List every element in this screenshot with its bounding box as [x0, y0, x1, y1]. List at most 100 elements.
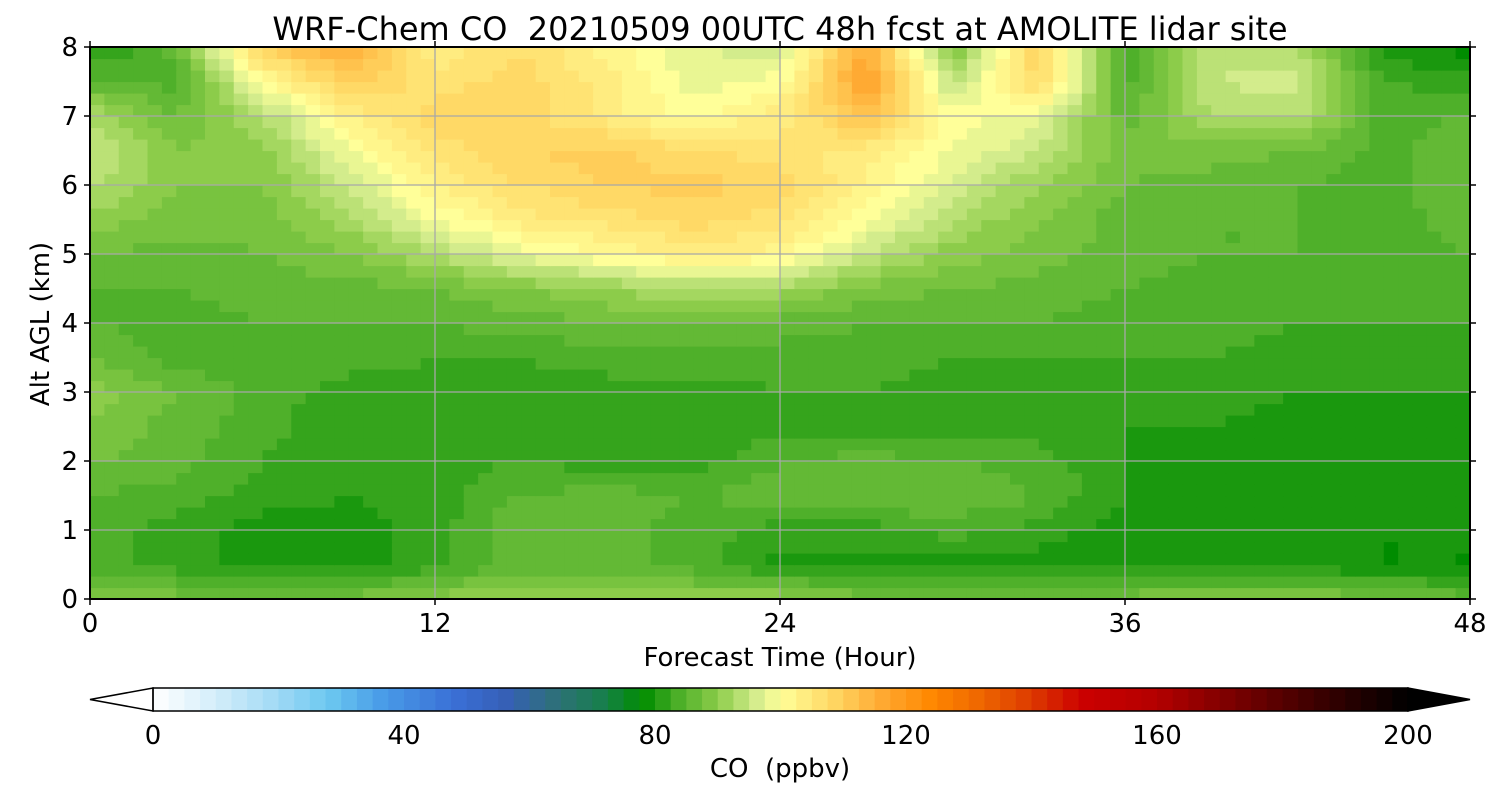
- heatmap-cell: [205, 139, 220, 152]
- heatmap-cell: [995, 484, 1011, 497]
- heatmap-cell: [880, 150, 896, 163]
- heatmap-cell: [1412, 254, 1428, 267]
- heatmap-cell: [636, 484, 652, 497]
- heatmap-cell: [1139, 553, 1155, 566]
- heatmap-cell: [722, 461, 738, 474]
- heatmap-cell: [823, 438, 839, 451]
- heatmap-cell: [823, 564, 839, 577]
- heatmap-cell: [1369, 288, 1385, 301]
- heatmap-cell: [233, 449, 249, 462]
- heatmap-cell: [1196, 150, 1212, 163]
- heatmap-cell: [1110, 449, 1126, 462]
- heatmap-cell: [1182, 541, 1198, 554]
- heatmap-cell: [506, 47, 522, 60]
- heatmap-cell: [363, 254, 379, 267]
- heatmap-cell: [1182, 139, 1198, 152]
- heatmap-cell: [176, 288, 192, 301]
- heatmap-cell: [1196, 323, 1212, 336]
- heatmap-cell: [851, 472, 867, 485]
- heatmap-cell: [1355, 518, 1370, 531]
- heatmap-cell: [1254, 173, 1270, 186]
- heatmap-cell: [320, 265, 335, 278]
- heatmap-cell: [1110, 265, 1126, 278]
- heatmap-cell: [578, 461, 594, 474]
- heatmap-cell: [478, 380, 494, 393]
- heatmap-cell: [1283, 185, 1299, 198]
- heatmap-cell: [1326, 47, 1342, 60]
- heatmap-cell: [233, 288, 249, 301]
- heatmap-cell: [693, 127, 709, 140]
- heatmap-cell: [1268, 518, 1284, 531]
- heatmap-cell: [420, 438, 436, 451]
- heatmap-cell: [722, 254, 738, 267]
- heatmap-cell: [679, 426, 695, 439]
- heatmap-cell: [607, 323, 623, 336]
- heatmap-cell: [233, 461, 249, 474]
- heatmap-cell: [966, 70, 982, 83]
- heatmap-cell: [492, 541, 508, 554]
- heatmap-cell: [262, 530, 278, 543]
- heatmap-cell: [1412, 380, 1428, 393]
- heatmap-cell: [895, 323, 910, 336]
- heatmap-cell: [866, 196, 882, 209]
- heatmap-cell: [161, 403, 177, 416]
- heatmap-cell: [1240, 323, 1255, 336]
- heatmap-cell: [1024, 150, 1040, 163]
- heatmap-cell: [650, 403, 666, 416]
- heatmap-cell: [1398, 265, 1414, 278]
- heatmap-cell: [995, 231, 1011, 244]
- heatmap-cell: [1211, 139, 1227, 152]
- heatmap-cell: [248, 139, 264, 152]
- heatmap-cell: [535, 438, 551, 451]
- heatmap-cell: [765, 150, 781, 163]
- heatmap-cell: [1053, 461, 1069, 474]
- heatmap-cell: [233, 127, 249, 140]
- heatmap-cell: [233, 265, 249, 278]
- heatmap-cell: [420, 288, 436, 301]
- heatmap-cell: [348, 587, 364, 600]
- heatmap-cell: [449, 127, 465, 140]
- heatmap-cell: [1182, 58, 1198, 71]
- heatmap-cell: [1297, 334, 1313, 347]
- colorbar-segment: [1298, 688, 1315, 711]
- heatmap-cell: [679, 311, 695, 324]
- heatmap-cell: [1125, 323, 1140, 336]
- heatmap-cell: [1383, 346, 1399, 359]
- heatmap-cell: [205, 564, 220, 577]
- heatmap-cell: [1182, 93, 1198, 106]
- heatmap-cell: [1254, 323, 1270, 336]
- heatmap-cell: [693, 104, 709, 117]
- heatmap-cell: [851, 311, 867, 324]
- heatmap-cell: [291, 346, 307, 359]
- heatmap-cell: [722, 242, 738, 255]
- heatmap-cell: [1297, 403, 1313, 416]
- heatmap-cell: [478, 564, 494, 577]
- heatmap-cell: [1010, 70, 1025, 83]
- heatmap-cell: [736, 81, 752, 94]
- heatmap-cell: [435, 576, 450, 589]
- heatmap-cell: [808, 449, 824, 462]
- heatmap-cell: [320, 346, 335, 359]
- heatmap-cell: [938, 127, 954, 140]
- heatmap-cell: [823, 334, 839, 347]
- heatmap-cell: [1110, 173, 1126, 186]
- heatmap-cell: [621, 127, 637, 140]
- heatmap-cell: [895, 70, 910, 83]
- heatmap-cell: [736, 58, 752, 71]
- heatmap-cell: [1240, 219, 1255, 232]
- heatmap-cell: [1311, 449, 1327, 462]
- heatmap-cell: [406, 196, 422, 209]
- heatmap-cell: [233, 484, 249, 497]
- heatmap-cell: [794, 242, 810, 255]
- heatmap-cell: [1383, 47, 1399, 60]
- heatmap-cell: [679, 81, 695, 94]
- heatmap-cell: [1441, 507, 1457, 520]
- heatmap-cell: [506, 116, 522, 129]
- heatmap-cell: [823, 587, 839, 600]
- heatmap-cell: [1311, 185, 1327, 198]
- heatmap-cell: [1096, 438, 1112, 451]
- heatmap-cell: [1283, 426, 1299, 439]
- heatmap-cell: [1010, 369, 1025, 382]
- heatmap-cell: [161, 495, 177, 508]
- heatmap-cell: [506, 369, 522, 382]
